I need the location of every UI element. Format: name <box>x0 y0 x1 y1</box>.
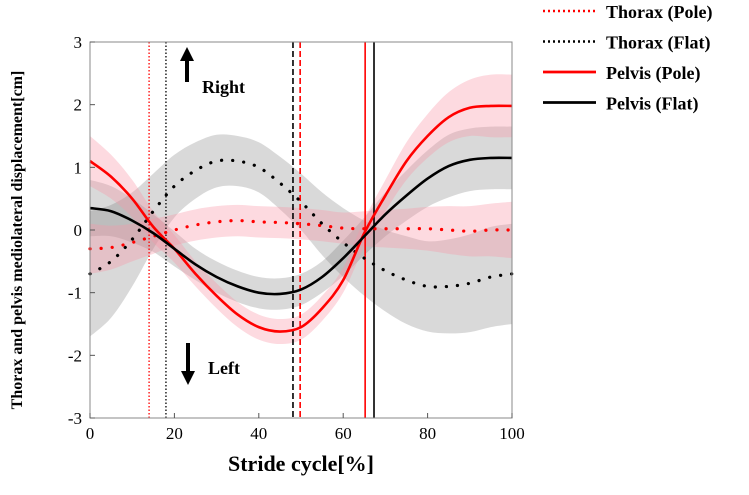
x-tick-label: 80 <box>419 424 436 443</box>
sd-bands <box>90 74 512 345</box>
right-arrow-icon <box>180 47 194 82</box>
left-arrow-icon <box>181 343 195 385</box>
sd-band-pelvis-pole- <box>90 74 512 345</box>
x-axis-label: Stride cycle[%] <box>228 451 374 476</box>
line-pelvis-flat <box>89 156 513 296</box>
y-tick-label: -3 <box>68 409 82 428</box>
legend-label: Thorax (Flat) <box>606 33 710 54</box>
x-tick-label: 40 <box>250 424 267 443</box>
axes: 0 20 40 60 80 100 -3 -2 -1 0 1 2 3 <box>68 33 525 443</box>
annotation-left: Left <box>208 358 240 378</box>
y-tick-label: -1 <box>68 284 82 303</box>
y-tick-label: -2 <box>68 346 82 365</box>
y-tick-label: 0 <box>74 221 83 240</box>
y-tick-label: 1 <box>74 158 83 177</box>
legend-label: Pelvis (Pole) <box>606 63 700 84</box>
legend-label: Thorax (Pole) <box>606 2 712 23</box>
y-tick-label: 3 <box>74 33 83 52</box>
y-axis-label: Thorax and pelvis mediolateral displacem… <box>9 71 26 410</box>
legend: Thorax (Pole) Thorax (Flat) Pelvis (Pole) P… <box>543 2 712 115</box>
x-tick-label: 60 <box>335 424 352 443</box>
line-pelvis-pole <box>89 104 513 333</box>
line-thorax-flat <box>88 158 514 289</box>
line-thorax-pole <box>88 218 514 251</box>
x-tick-label: 0 <box>86 424 95 443</box>
y-tick-label: 2 <box>74 96 83 115</box>
x-tick-label: 20 <box>166 424 183 443</box>
series-lines <box>88 104 514 333</box>
legend-label: Pelvis (Flat) <box>606 94 698 115</box>
sd-band-thorax-flat- <box>90 134 512 337</box>
x-tick-label: 100 <box>499 424 525 443</box>
sd-band-thorax-pole- <box>90 201 512 274</box>
annotation-right: Right <box>202 77 245 97</box>
